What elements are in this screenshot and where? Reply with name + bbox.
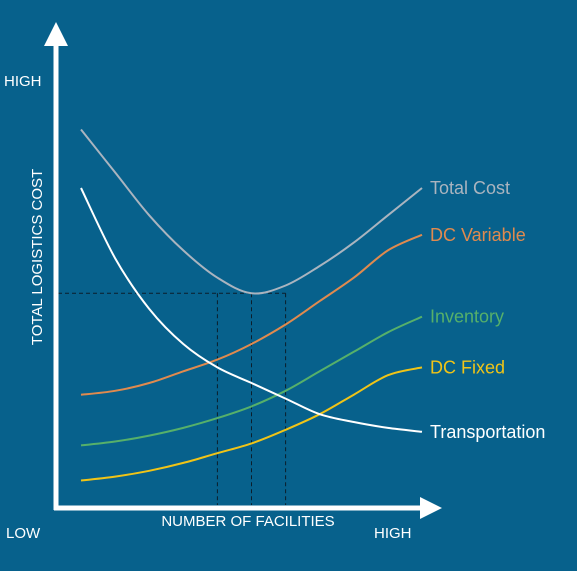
series-line-dc-variable (80, 233, 423, 396)
series-line-inventory (80, 315, 423, 447)
x-axis-title: NUMBER OF FACILITIES (161, 513, 334, 530)
y-high-label: HIGH (4, 73, 42, 90)
series-label-total-cost: Total Cost (430, 178, 510, 198)
series-label-dc-fixed: DC Fixed (430, 357, 505, 377)
series-labels: Total Cost DC Variable Inventory DC Fixed Tr… (430, 178, 545, 442)
x-high-label: HIGH (374, 525, 412, 542)
series-line-transportation (80, 187, 423, 433)
y-axis-title: TOTAL LOGISTICS COST (29, 169, 46, 345)
series-line-total-cost (80, 128, 423, 295)
series-label-inventory: Inventory (430, 307, 504, 327)
x-low-label: LOW (6, 525, 41, 542)
series-lines (80, 128, 423, 482)
series-line-dc-fixed (80, 366, 423, 482)
y-axis-arrow (44, 22, 68, 46)
x-axis-arrow (420, 497, 442, 519)
optimum-guides (58, 292, 287, 505)
series-label-dc-variable: DC Variable (430, 225, 526, 245)
series-label-transportation: Transportation (430, 422, 545, 442)
